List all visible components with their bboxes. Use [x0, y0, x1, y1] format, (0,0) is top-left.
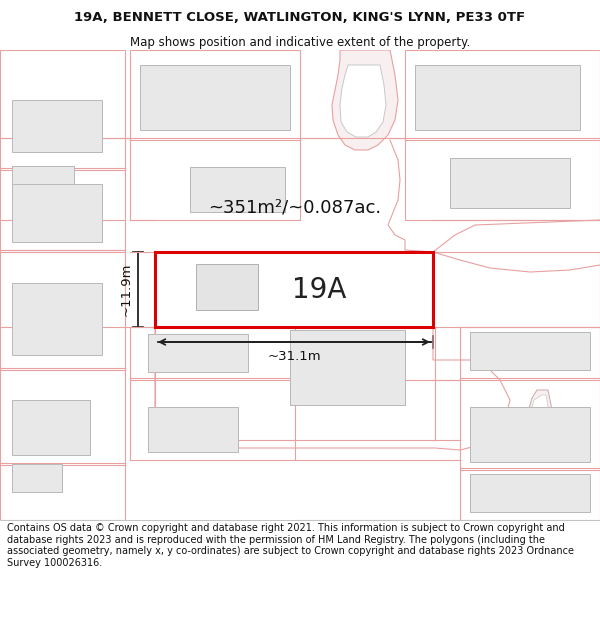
Text: ~351m²/~0.087ac.: ~351m²/~0.087ac.: [208, 199, 382, 217]
Text: 19A, BENNETT CLOSE, WATLINGTON, KING'S LYNN, PE33 0TF: 19A, BENNETT CLOSE, WATLINGTON, KING'S L…: [74, 11, 526, 24]
Polygon shape: [528, 390, 552, 450]
Bar: [12, 100, 102, 152]
Text: Map shows position and indicative extent of the property.: Map shows position and indicative extent…: [130, 36, 470, 49]
Bar: [148, 407, 238, 452]
Polygon shape: [332, 50, 398, 150]
Bar: [190, 167, 285, 212]
Bar: [415, 65, 580, 130]
Bar: [140, 65, 290, 130]
Bar: [12, 400, 90, 455]
Bar: [12, 184, 102, 242]
Bar: [450, 158, 570, 208]
Bar: [196, 264, 258, 310]
Polygon shape: [340, 65, 386, 137]
Bar: [290, 330, 405, 405]
Bar: [470, 407, 590, 462]
Bar: [470, 332, 590, 370]
Bar: [12, 283, 102, 355]
Text: Contains OS data © Crown copyright and database right 2021. This information is : Contains OS data © Crown copyright and d…: [7, 523, 574, 568]
Bar: [148, 334, 248, 372]
Polygon shape: [531, 395, 549, 446]
Text: ~31.1m: ~31.1m: [267, 350, 321, 363]
Bar: [12, 166, 74, 198]
Bar: [12, 464, 62, 492]
Bar: [470, 474, 590, 512]
Text: 19A: 19A: [292, 276, 346, 304]
Bar: [155, 252, 433, 327]
Text: ~11.9m: ~11.9m: [120, 262, 133, 316]
